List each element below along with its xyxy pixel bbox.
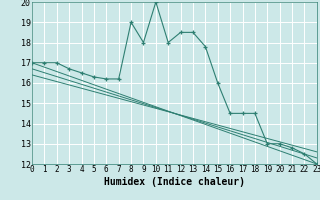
X-axis label: Humidex (Indice chaleur): Humidex (Indice chaleur) xyxy=(104,177,245,187)
